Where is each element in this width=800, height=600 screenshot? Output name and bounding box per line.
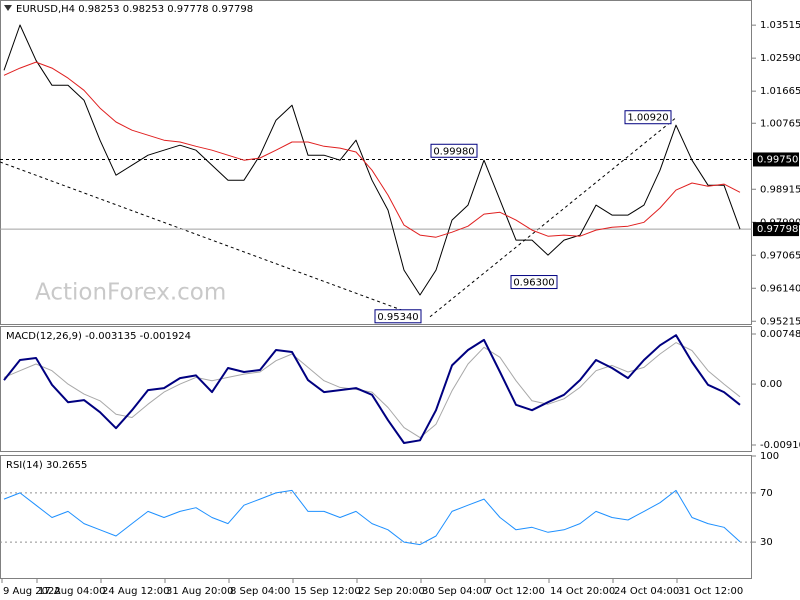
x-tick-label: 31 Oct 12:00 xyxy=(678,586,743,597)
y-tick-label: 1.00765 xyxy=(760,118,800,129)
trend-line xyxy=(429,117,677,318)
menu-icon xyxy=(4,5,12,11)
annotation-box xyxy=(374,309,422,324)
annotation-box xyxy=(624,110,672,125)
x-tick-label: 7 Oct 12:00 xyxy=(486,586,545,597)
y-tick-label: 0.96140 xyxy=(760,283,800,294)
y-tick-label: 1.02590 xyxy=(760,53,800,64)
macd-panel xyxy=(0,326,752,452)
price-tag xyxy=(753,152,799,167)
y-tick-label: 100 xyxy=(760,451,779,462)
y-tick-label: 1.03515 xyxy=(760,20,800,31)
x-tick-label: 9 Aug 2022 xyxy=(3,586,61,597)
panel-header: MACD(12,26,9) -0.003135 -0.001924 xyxy=(6,331,191,342)
x-tick-label: 22 Sep 20:00 xyxy=(358,586,425,597)
x-tick-label: 24 Oct 04:00 xyxy=(614,586,679,597)
x-tick-label: 24 Aug 12:00 xyxy=(102,586,169,597)
x-tick-label: 17 Aug 04:00 xyxy=(38,586,105,597)
series-line xyxy=(3,489,741,546)
x-tick-label: 14 Oct 20:00 xyxy=(550,586,615,597)
price-tag xyxy=(753,222,799,237)
series-line xyxy=(3,61,741,238)
rsi-panel xyxy=(0,455,752,579)
series-line xyxy=(3,334,741,444)
price-tag-label: 0.99750 xyxy=(757,154,798,165)
y-tick-label: 1.01665 xyxy=(760,86,800,97)
trend-line xyxy=(0,161,421,318)
y-tick-label: 0.97065 xyxy=(760,250,800,261)
annotation-box xyxy=(430,143,478,158)
x-tick-label: 8 Sep 04:00 xyxy=(230,586,290,597)
watermark: ActionForex.com xyxy=(35,280,226,306)
panel-header: RSI(14) 30.2655 xyxy=(6,460,87,471)
annotation-label: 0.99980 xyxy=(433,146,474,157)
y-tick-label: 70 xyxy=(760,488,773,499)
price-tag-label: 0.97798 xyxy=(757,224,798,235)
y-tick-label: 0.007486 xyxy=(760,329,800,340)
y-tick-label: -0.009104 xyxy=(760,440,800,451)
annotation-label: 1.00920 xyxy=(627,113,668,124)
annotation-label: 0.96300 xyxy=(513,278,554,289)
annotation-label: 0.95340 xyxy=(377,312,418,323)
annotation-box xyxy=(510,275,558,290)
x-tick-label: 30 Sep 04:00 xyxy=(422,586,489,597)
series-line xyxy=(3,24,741,296)
panel-header: EURUSD,H4 0.98253 0.98253 0.97778 0.9779… xyxy=(16,4,253,15)
y-tick-label: 30 xyxy=(760,537,773,548)
y-tick-label: 0.95215 xyxy=(760,316,800,327)
x-tick-label: 31 Aug 20:00 xyxy=(166,586,233,597)
x-tick-label: 15 Sep 12:00 xyxy=(294,586,361,597)
y-tick-label: 0.00 xyxy=(760,379,782,390)
y-tick-label: 0.98915 xyxy=(760,184,800,195)
price-panel xyxy=(0,0,752,325)
